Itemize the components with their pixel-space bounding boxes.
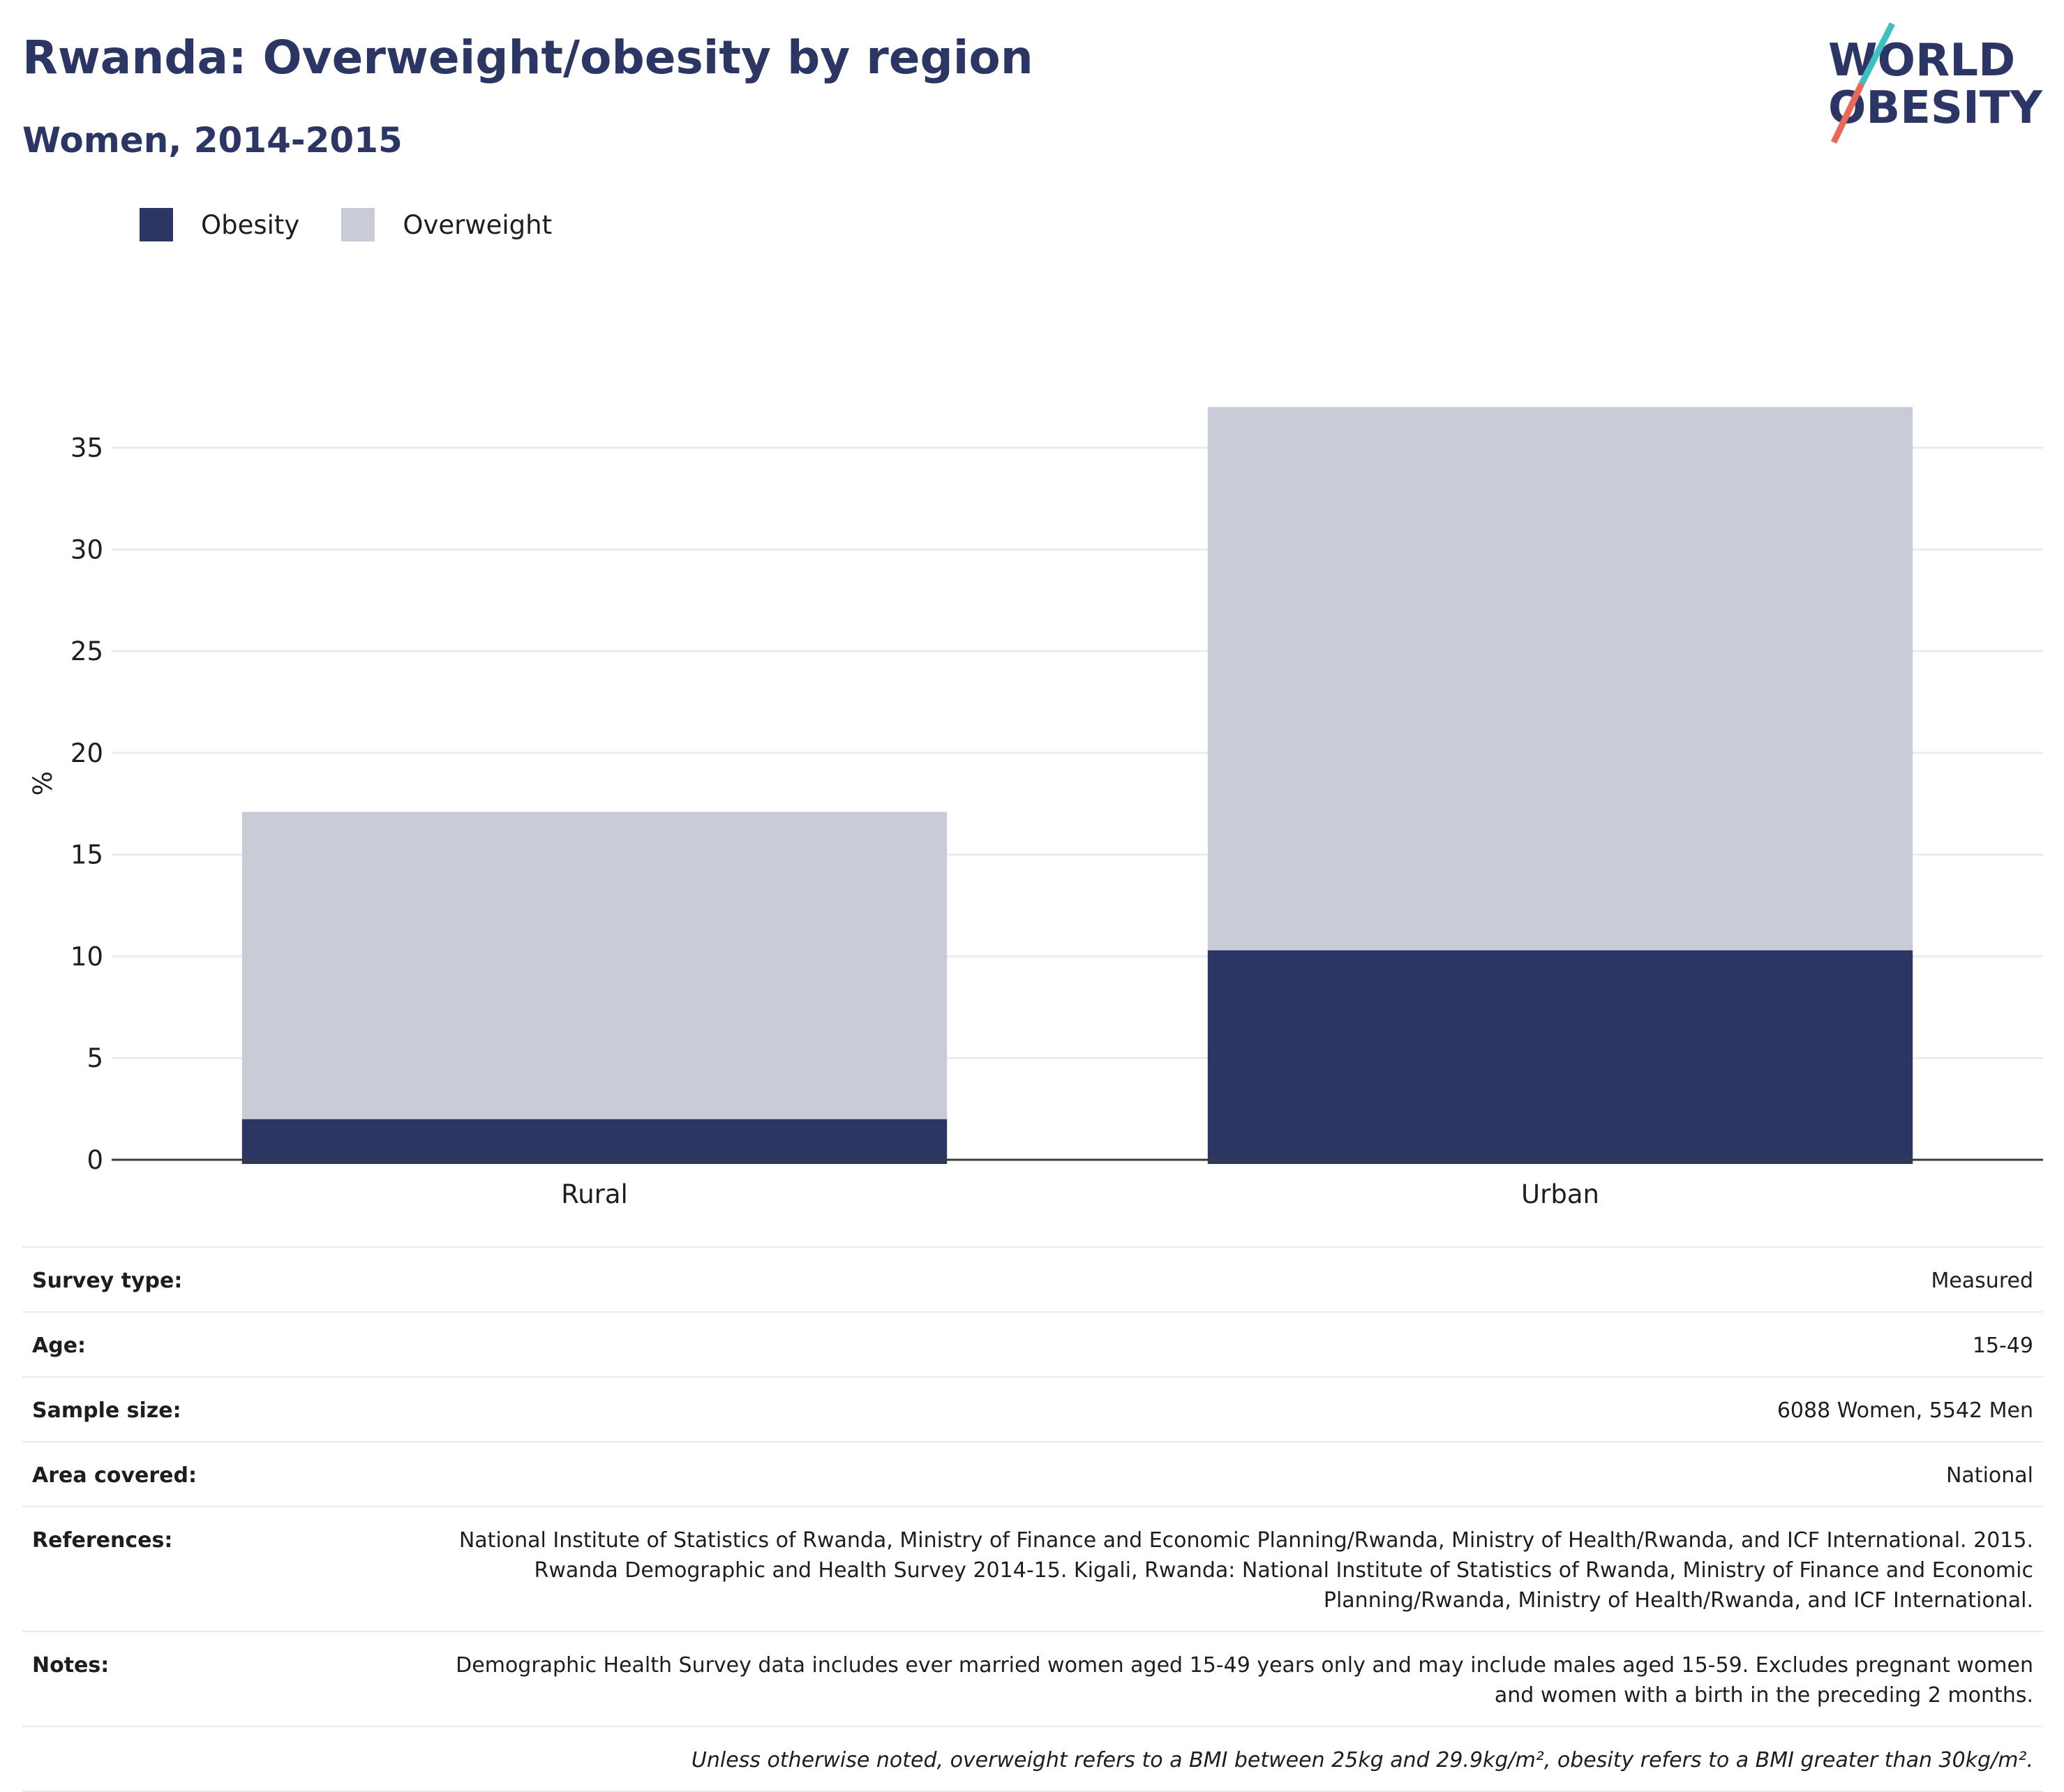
bar-obesity-urban xyxy=(1207,950,1913,1164)
info-row-references: References: National Institute of Statis… xyxy=(22,1506,2043,1632)
stacked-bar-chart: 0 5 10 15 20 25 30 35% Rural Urban xyxy=(28,407,2043,1209)
legend-label-obesity: Obesity xyxy=(201,209,300,240)
legend-swatch-obesity xyxy=(140,208,173,241)
info-key-empty xyxy=(22,1726,433,1792)
bar-overweight-urban xyxy=(1207,407,1913,950)
info-value: 6088 Women, 5542 Men xyxy=(433,1376,2043,1442)
y-tick-label: 10 xyxy=(70,941,103,971)
info-row-footnote: Unless otherwise noted, overweight refer… xyxy=(22,1726,2043,1792)
legend-item-overweight[interactable]: Overweight xyxy=(341,208,552,241)
survey-info-table: Survey type: Measured Age: 15-49 Sample … xyxy=(22,1246,2043,1792)
info-row-age: Age: 15-49 xyxy=(22,1311,2043,1377)
info-row-notes: Notes: Demographic Health Survey data in… xyxy=(22,1631,2043,1726)
info-value: 15-49 xyxy=(433,1311,2043,1377)
info-value: Demographic Health Survey data includes … xyxy=(433,1631,2043,1726)
chart-title: Rwanda: Overweight/obesity by region xyxy=(22,31,1033,84)
legend-swatch-overweight xyxy=(341,208,375,241)
legend-item-obesity[interactable]: Obesity xyxy=(140,208,299,241)
info-key: Area covered: xyxy=(22,1441,433,1507)
x-tick-label: Urban xyxy=(1521,1179,1599,1209)
y-tick-label: 15 xyxy=(70,840,103,870)
info-key: Sample size: xyxy=(22,1376,433,1442)
svg-text:OBESITY: OBESITY xyxy=(1828,82,2042,134)
info-key: Age: xyxy=(22,1311,433,1377)
info-key: References: xyxy=(22,1506,433,1632)
bar-overweight-rural xyxy=(241,812,948,1119)
info-row-sample-size: Sample size: 6088 Women, 5542 Men xyxy=(22,1376,2043,1442)
world-obesity-logo: WORLD OBESITY xyxy=(1828,22,2042,144)
y-tick-label: 20 xyxy=(70,738,103,768)
svg-text:WORLD: WORLD xyxy=(1828,35,2015,87)
info-value: Measured xyxy=(433,1246,2043,1312)
y-tick-label: 0 xyxy=(87,1145,103,1175)
info-row-area-covered: Area covered: National xyxy=(22,1441,2043,1507)
y-tick-label: 35 xyxy=(70,433,103,463)
y-tick-label: 5 xyxy=(87,1043,103,1073)
chart-legend: Obesity Overweight xyxy=(140,208,594,241)
bar-obesity-rural xyxy=(241,1119,948,1164)
info-key: Notes: xyxy=(22,1631,433,1726)
legend-label-overweight: Overweight xyxy=(403,209,553,240)
info-row-survey-type: Survey type: Measured xyxy=(22,1246,2043,1312)
y-tick-label: 30 xyxy=(70,535,103,565)
y-tick-label: 25 xyxy=(70,636,103,666)
info-key: Survey type: xyxy=(22,1246,433,1312)
info-value: National xyxy=(433,1441,2043,1507)
bmi-footnote: Unless otherwise noted, overweight refer… xyxy=(433,1726,2043,1792)
x-tick-label: Rural xyxy=(561,1179,628,1209)
y-axis-label: % xyxy=(28,771,58,796)
info-value: National Institute of Statistics of Rwan… xyxy=(433,1506,2043,1632)
chart-subtitle: Women, 2014-2015 xyxy=(22,120,403,160)
